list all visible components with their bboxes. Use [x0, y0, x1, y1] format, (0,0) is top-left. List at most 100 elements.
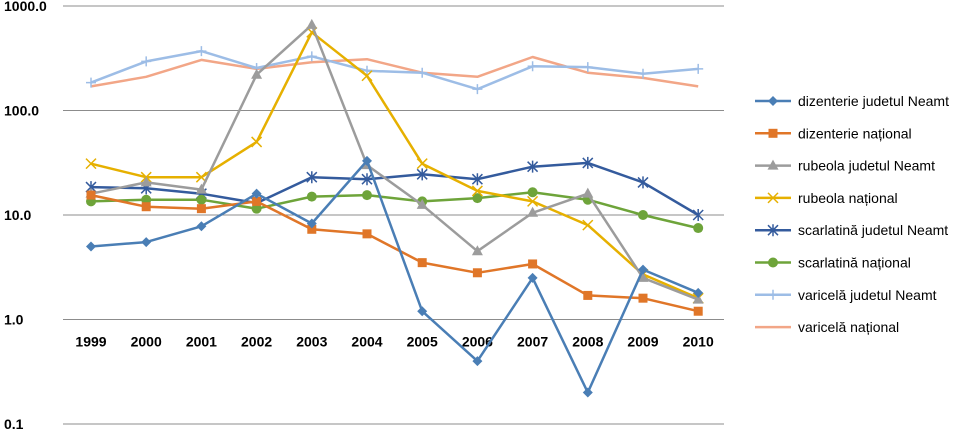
- data-point: [471, 245, 483, 256]
- data-point: [768, 257, 778, 268]
- data-point: [306, 171, 318, 184]
- data-point: [306, 218, 317, 229]
- data-point: [361, 70, 373, 82]
- data-point: [767, 224, 779, 237]
- data-point: [527, 195, 539, 207]
- data-point: [85, 158, 97, 170]
- series-line: [90, 161, 699, 217]
- data-point: [768, 96, 778, 106]
- y-tick-label: 1.0: [4, 312, 24, 328]
- data-point: [583, 290, 593, 300]
- data-point: [693, 287, 704, 298]
- legend-item-varicela-national: varicelă național: [755, 319, 899, 335]
- data-point: [417, 258, 427, 268]
- legend-label: scarlatină național: [798, 255, 911, 271]
- data-point: [638, 264, 648, 275]
- legend-item-scarlatina-judetul-neamt: scarlatină judetul Neamt: [755, 222, 948, 238]
- y-tick-label: 1000.0: [4, 0, 47, 14]
- data-point: [251, 136, 263, 148]
- legend-item-rubeola-judetul-neamt: rubeola judetul Neamt: [755, 158, 935, 174]
- data-point: [692, 293, 704, 304]
- data-point: [527, 160, 539, 173]
- data-point: [251, 68, 263, 79]
- data-point: [86, 241, 96, 252]
- data-point: [362, 190, 372, 201]
- y-tick-label: 0.1: [4, 416, 24, 430]
- x-tick-label: 2004: [351, 334, 382, 350]
- series-line: [90, 191, 699, 230]
- data-point: [528, 259, 538, 269]
- x-tick-label: 1999: [75, 334, 106, 350]
- data-point: [141, 56, 152, 67]
- legend-item-varicela-judetul-neamt: varicelă judetul Neamt: [755, 287, 937, 303]
- data-point: [141, 237, 152, 248]
- data-point: [582, 187, 594, 198]
- series-dizenterie-national: [86, 190, 703, 316]
- series-line: [90, 23, 699, 301]
- data-point: [638, 293, 648, 303]
- x-tick-label: 2002: [241, 334, 272, 350]
- legend-label: varicelă judetul Neamt: [798, 287, 937, 303]
- data-point: [582, 62, 593, 73]
- legend-label: scarlatină judetul Neamt: [798, 222, 948, 238]
- data-point: [638, 210, 648, 220]
- x-tick-label: 2005: [407, 334, 438, 350]
- legend-label: dizenterie judetul Neamt: [798, 93, 949, 109]
- data-point: [527, 187, 538, 198]
- data-point: [362, 229, 372, 239]
- legend-item-scarlatina-national: scarlatină național: [755, 255, 911, 271]
- legend: dizenterie judetul Neamt dizenterie națio…: [755, 93, 949, 335]
- data-point: [638, 68, 648, 79]
- series-lines: [85, 18, 704, 398]
- data-point: [195, 183, 207, 194]
- data-point: [417, 67, 428, 78]
- legend-item-rubeola-national: rubeola național: [755, 190, 898, 206]
- data-point: [767, 192, 779, 204]
- data-point: [306, 18, 318, 29]
- data-point: [361, 173, 373, 186]
- y-tick-label: 10.0: [4, 207, 31, 223]
- x-tick-label: 2007: [517, 334, 548, 350]
- data-point: [416, 198, 428, 209]
- series-varicela-national: [90, 55, 699, 88]
- data-point: [196, 194, 207, 205]
- series-dizenterie-judetul-neamt: [86, 155, 704, 398]
- data-point: [527, 61, 538, 72]
- y-tick-label: 100.0: [4, 103, 39, 119]
- data-point: [416, 168, 428, 181]
- series-line: [90, 55, 699, 88]
- legend-item-dizenterie-judetul-neamt: dizenterie judetul Neamt: [755, 93, 949, 109]
- x-tick-label: 2003: [296, 334, 327, 350]
- data-point: [472, 84, 483, 95]
- series-line: [90, 159, 699, 394]
- data-point: [582, 156, 594, 169]
- data-point: [471, 173, 483, 186]
- data-point: [527, 272, 538, 283]
- x-axis-tick-labels: 1999 2000 2001 2002 2003 2004 2005 2006 2007 2008…: [75, 334, 714, 350]
- x-tick-label: 2006: [462, 334, 493, 350]
- series-line: [90, 31, 699, 300]
- data-point: [768, 128, 778, 138]
- data-point: [306, 191, 317, 202]
- data-point: [582, 387, 593, 398]
- y-axis-tick-labels: 1000.0 100.0 10.0 1.0 0.1: [4, 0, 47, 432]
- data-point: [252, 196, 262, 206]
- series-rubeola-judetul-neamt: [85, 18, 704, 304]
- data-point: [196, 204, 206, 214]
- data-point: [527, 206, 539, 217]
- data-point: [362, 65, 372, 76]
- legend-label: dizenterie național: [798, 125, 912, 141]
- data-point: [472, 193, 483, 204]
- data-point: [417, 306, 428, 317]
- series-scarlatina-national: [86, 187, 704, 234]
- x-tick-label: 2000: [131, 334, 162, 350]
- data-point: [768, 289, 778, 300]
- series-scarlatina-judetul-neamt: [85, 156, 704, 221]
- data-point: [472, 268, 482, 278]
- data-point: [307, 224, 317, 234]
- data-point: [582, 219, 594, 231]
- data-point: [141, 202, 151, 212]
- x-tick-label: 2008: [572, 334, 603, 350]
- x-tick-label: 2009: [627, 334, 658, 350]
